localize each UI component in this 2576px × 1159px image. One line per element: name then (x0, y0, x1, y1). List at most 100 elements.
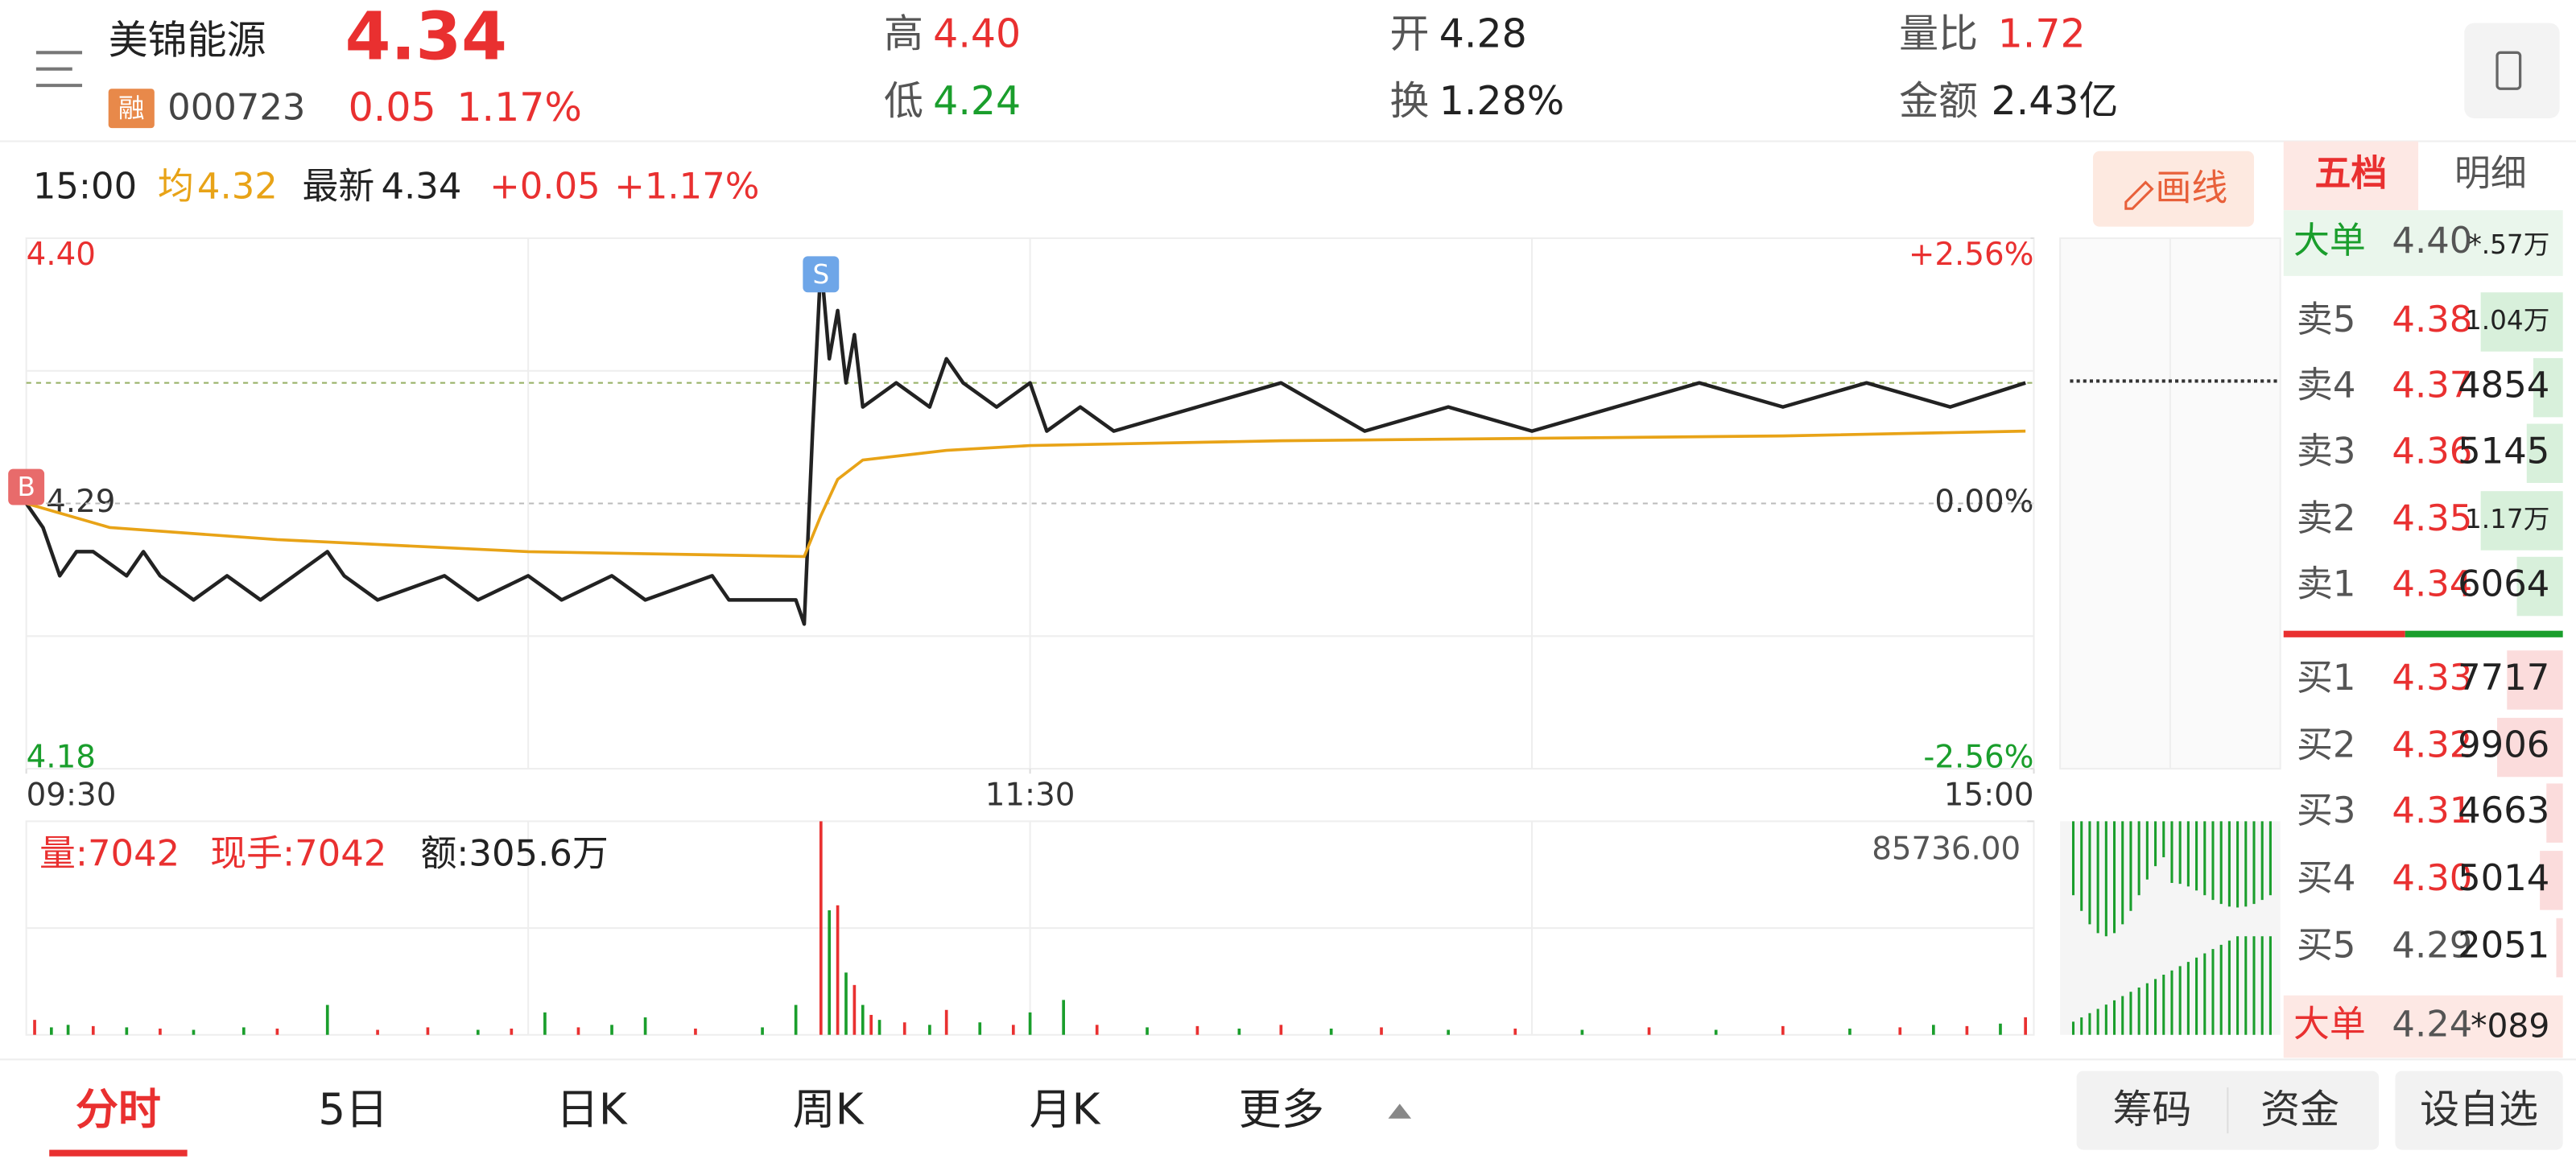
trade-marker-label: S (812, 259, 829, 290)
volume-bar (819, 821, 823, 1035)
book-price: 4.38 (2392, 298, 2472, 340)
x-tick-label: 15:00 (1944, 777, 2034, 813)
volume-bar (91, 1025, 95, 1035)
mini-bg (2060, 821, 2281, 1035)
volume-chart: 85736.00 (25, 820, 2035, 1036)
volume-bar (66, 1025, 70, 1035)
volume-bar (836, 905, 840, 1035)
book-volume: 6064 (2458, 563, 2549, 605)
volume-bar (852, 984, 857, 1035)
avg-label: 均 (158, 165, 194, 208)
book-label: 卖4 (2297, 364, 2355, 406)
stat-label: 高 (884, 10, 923, 56)
stock-code: 000723 (167, 86, 305, 129)
book-volume: 1.04万 (2465, 305, 2549, 336)
volume-bar (1146, 1027, 1149, 1035)
volume-bar (861, 1004, 865, 1035)
pencil-icon (2124, 180, 2154, 210)
stat-value: 4.24 (933, 78, 1021, 124)
volume-bar (694, 1028, 697, 1035)
y-tick-label: 4.18 (27, 739, 96, 775)
bottom-tab[interactable]: 月K (1030, 1084, 1101, 1134)
y2-tick-label: +2.56% (1909, 237, 2034, 273)
book-price: 4.37 (2392, 364, 2472, 406)
volume-bar (928, 1025, 931, 1035)
volume-bar (1714, 1029, 1718, 1035)
book-volume: 2051 (2458, 924, 2549, 967)
volume-bar (1781, 1025, 1785, 1035)
bottom-button[interactable]: 设自选 (2420, 1087, 2538, 1132)
book-volume: 7717 (2458, 656, 2549, 699)
bottom-tab[interactable]: 5日 (318, 1084, 388, 1134)
book-price: 4.40 (2392, 219, 2472, 262)
book-label: 大单 (2293, 1003, 2366, 1046)
volume-bar (761, 1027, 764, 1035)
bottom-button[interactable]: 资金 (2260, 1087, 2339, 1132)
volume-bar (33, 1020, 36, 1035)
bottom-tab[interactable]: 更多 (1239, 1084, 1324, 1134)
stat-value: 4.40 (933, 10, 1021, 56)
book-label: 卖1 (2297, 563, 2355, 605)
stat-label: 低 (884, 78, 923, 124)
depth-bar (2497, 717, 2563, 777)
volume-bar (978, 1022, 982, 1035)
stock-name: 美锦能源 (109, 18, 266, 64)
book-volume: *089 (2471, 1007, 2549, 1046)
device-button[interactable] (2464, 23, 2560, 118)
volume-bar (1028, 1012, 1032, 1035)
volume-bar (192, 1029, 196, 1035)
tag-bg (108, 89, 155, 129)
y-tick-label: 4.40 (27, 237, 96, 273)
volume-bar (1898, 1027, 1902, 1035)
stock-price: 4.34 (345, 0, 507, 75)
volume-bar (543, 1012, 547, 1035)
depth-bar (2480, 491, 2563, 551)
book-price: 4.33 (2392, 656, 2472, 699)
depth-bar (2540, 851, 2563, 910)
stat-value: 2.43亿 (1991, 78, 2118, 124)
hand-text: 现手:7042 (210, 831, 386, 874)
volume-bar (159, 1028, 162, 1035)
bottom-tab[interactable]: 分时 (76, 1084, 161, 1134)
volume-bar (1062, 1000, 1065, 1035)
trade-marker (803, 256, 840, 293)
book-price: 4.36 (2392, 429, 2472, 472)
volume-bar (242, 1027, 246, 1035)
volume-bar (1932, 1025, 1935, 1035)
book-volume: 4663 (2458, 789, 2549, 831)
depth-bar (2526, 423, 2563, 483)
book-price: 4.30 (2392, 856, 2472, 899)
volume-bar (794, 1004, 798, 1035)
price-line (24, 260, 2026, 626)
volume-text: 量:7042 (39, 831, 180, 874)
bottom-button[interactable]: 筹码 (2112, 1087, 2191, 1132)
stat-value: 1.72 (1998, 10, 2086, 56)
more-arrow (1388, 1103, 1412, 1119)
trade-marker (8, 468, 45, 505)
price-line (26, 429, 2026, 559)
volume-bar (902, 1022, 906, 1035)
book-label: 大单 (2293, 219, 2366, 262)
book-tab[interactable]: 五档 (2315, 151, 2388, 194)
volume-bar (828, 909, 832, 1035)
book-label: 买1 (2297, 656, 2355, 699)
volume-bar (1329, 1028, 1333, 1035)
menu-icon[interactable] (35, 51, 83, 88)
book-price: 4.29 (2392, 924, 2472, 967)
latest-label: 最新 (303, 165, 375, 208)
book-label: 买5 (2297, 924, 2355, 967)
bottom-tab[interactable]: 日K (556, 1084, 628, 1134)
depth-bar (2507, 650, 2563, 710)
stat-value: 4.28 (1439, 10, 1527, 56)
volume-bar (1647, 1027, 1651, 1035)
bottom-tab[interactable]: 周K (793, 1084, 865, 1134)
volume-bar (476, 1029, 480, 1035)
depth-bar (2546, 783, 2563, 843)
volume-bar (376, 1029, 379, 1035)
volume-bar (510, 1028, 514, 1035)
book-tab[interactable]: 明细 (2454, 151, 2527, 194)
book-price: 4.31 (2392, 789, 2472, 831)
